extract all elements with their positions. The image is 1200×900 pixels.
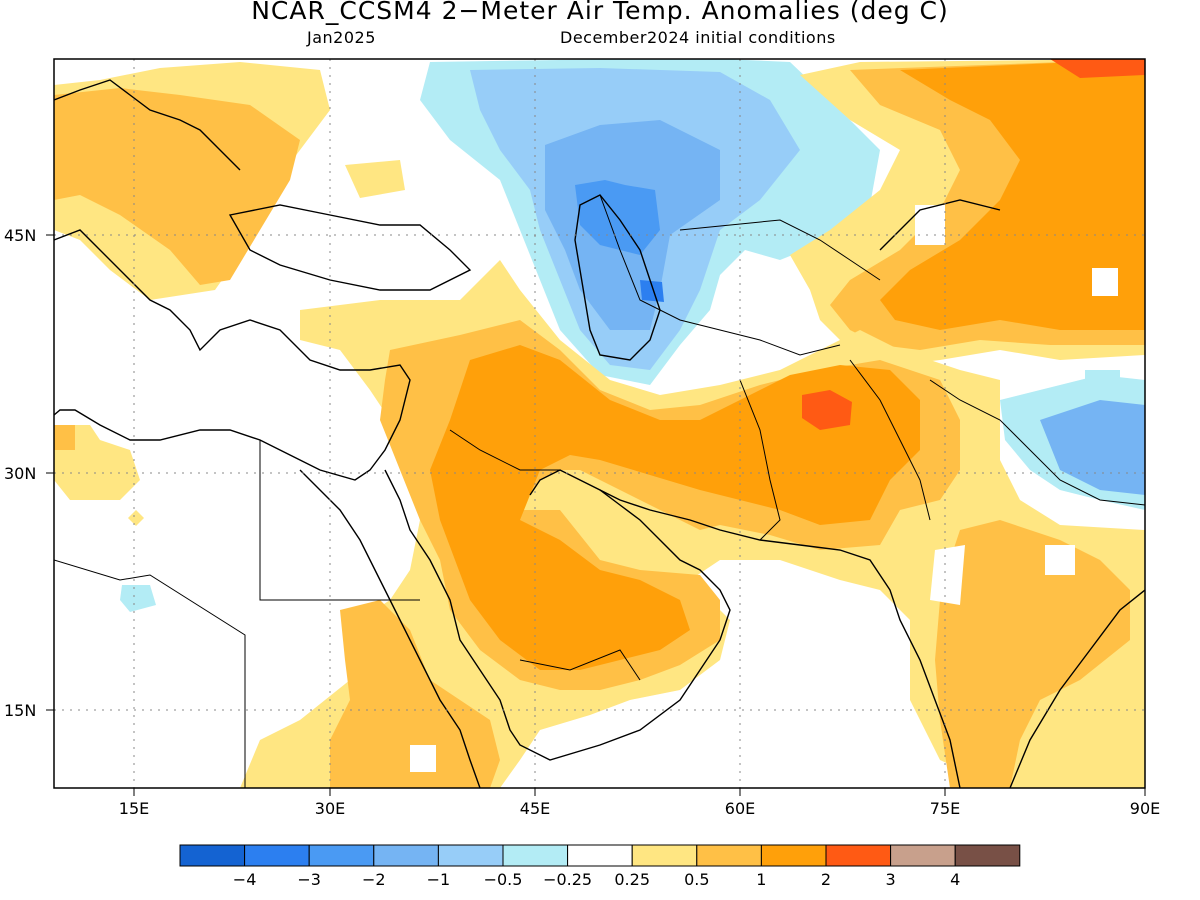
coastlines <box>54 79 1145 788</box>
colorbar-label-1: −3 <box>297 870 321 889</box>
black-sea-coast <box>228 204 472 291</box>
anomaly-fields <box>54 59 1145 788</box>
colorbar-swatch-0 <box>179 844 246 867</box>
ethiopia-warm-core <box>330 600 500 788</box>
india-warm-core <box>935 520 1130 788</box>
colorbar-swatch-11 <box>890 844 956 867</box>
yemen-border <box>519 649 641 681</box>
libya-border <box>54 559 246 788</box>
lon-label-30e: 30E <box>315 799 345 818</box>
arabia-coast <box>384 469 731 761</box>
red-sea-west-coast <box>299 469 481 788</box>
colorbar-label-8: 1 <box>756 870 766 889</box>
persian-gulf-india-coast <box>599 489 961 788</box>
india-east-coast <box>1009 589 1145 788</box>
tianshan-neutral-patch <box>915 205 945 245</box>
valid-month-label: Jan2025 <box>307 28 376 47</box>
colorbar-label-9: 2 <box>821 870 831 889</box>
europe-warm-inner <box>54 88 300 285</box>
lat-label-15n: 15N <box>4 701 36 720</box>
india-neutral-patch <box>930 545 965 605</box>
lat-label-30n: 30N <box>4 464 36 483</box>
colorbar-label-2: −2 <box>362 870 386 889</box>
caspian-sea-coast <box>574 194 661 361</box>
egypt-border <box>259 440 420 601</box>
graticule <box>54 59 1145 788</box>
map-title: NCAR_CCSM4 2−Meter Air Temp. Anomalies (… <box>251 0 949 25</box>
colorbar-swatch-1 <box>244 844 310 867</box>
axis-ticks <box>46 234 1146 796</box>
lon-label-75e: 75E <box>930 799 960 818</box>
ukraine-warm-patch <box>345 160 405 198</box>
colorbar-label-4: −0.5 <box>484 870 523 889</box>
colorbar-label-6: 0.25 <box>614 870 650 889</box>
libya-warm-patch <box>54 425 140 500</box>
colorbar-swatch-3 <box>373 844 439 867</box>
colorbar-swatch-12 <box>954 844 1021 867</box>
colorbar-swatch-5 <box>502 844 569 867</box>
colorbar-label-7: 0.5 <box>684 870 709 889</box>
lon-label-90e: 90E <box>1130 799 1160 818</box>
baltic-coast <box>54 79 241 171</box>
colorbar: −4 −3 −2 −1 −0.5 −0.25 0.25 0.5 1 2 3 4 <box>179 844 1021 889</box>
himalaya-border <box>929 379 1145 506</box>
init-conditions-label: December2024 initial conditions <box>560 28 836 47</box>
mediterranean-coast <box>54 229 411 481</box>
colorbar-swatch-8 <box>696 844 762 867</box>
colorbar-label-0: −4 <box>233 870 257 889</box>
tunisia-warm-patch <box>54 425 75 450</box>
balkhash-coast <box>879 199 1001 251</box>
lat-label-45n: 45N <box>4 226 36 245</box>
colorbar-swatch-10 <box>825 844 892 867</box>
colorbar-label-10: 3 <box>886 870 896 889</box>
lon-labels: 15E 30E 45E 60E 75E 90E <box>119 799 1160 818</box>
kazakh-border <box>679 219 881 281</box>
india-neutral-patch-2 <box>1045 545 1075 575</box>
afghanistan-hot-spot <box>802 390 852 430</box>
turkmen-border <box>599 194 841 356</box>
ethiopia-neutral-patch <box>410 745 436 772</box>
lon-label-60e: 60E <box>725 799 755 818</box>
colorbar-swatch-7 <box>631 844 698 867</box>
lon-label-45e: 45E <box>520 799 550 818</box>
colorbar-label-5: −0.25 <box>543 870 592 889</box>
country-borders <box>54 194 1145 788</box>
chad-warm-dot <box>128 510 144 526</box>
iran-afghan-border <box>739 379 781 541</box>
arabia-iran-warm-core <box>430 345 920 670</box>
mongolia-neutral-patch <box>1092 268 1118 296</box>
colorbar-swatch-2 <box>308 844 375 867</box>
mongolia-warm-core <box>880 59 1145 330</box>
colorbar-swatch-6 <box>567 844 633 867</box>
tibet-cold-core <box>1040 400 1145 495</box>
colorbar-label-11: 4 <box>950 870 960 889</box>
chad-cool-patch <box>120 585 156 612</box>
lon-label-15e: 15E <box>119 799 149 818</box>
siberia-hot-spot <box>1050 59 1145 78</box>
iraq-saudi-border <box>449 429 560 471</box>
colorbar-label-3: −1 <box>427 870 451 889</box>
afghan-pak-border <box>849 359 931 521</box>
tibet-cool-patch <box>1085 370 1120 395</box>
map-frame <box>53 58 1146 789</box>
lat-labels: 45N 30N 15N <box>4 226 36 720</box>
colorbar-swatch-9 <box>760 844 827 867</box>
colorbar-swatch-4 <box>437 844 504 867</box>
kara-bogaz-cold-spot <box>640 280 664 302</box>
